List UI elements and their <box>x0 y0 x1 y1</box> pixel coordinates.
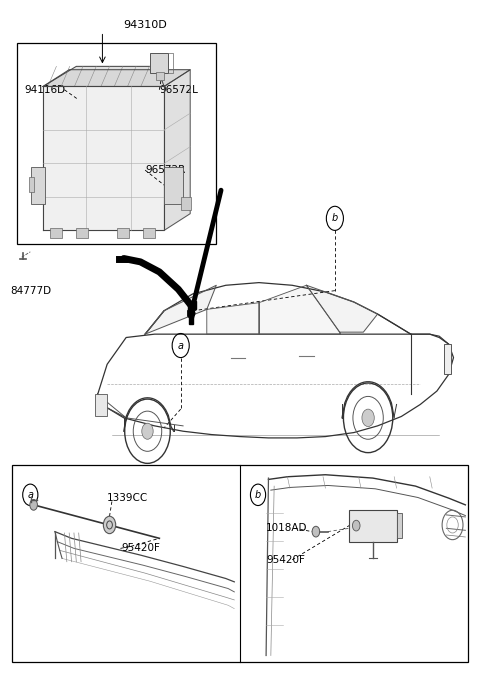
Text: 1339CC: 1339CC <box>107 493 148 503</box>
Circle shape <box>103 516 116 534</box>
Circle shape <box>352 520 360 531</box>
Text: a: a <box>178 340 184 350</box>
Bar <box>12 464 468 662</box>
Bar <box>50 227 62 238</box>
Polygon shape <box>43 86 164 230</box>
Bar <box>349 510 396 541</box>
Polygon shape <box>259 286 340 334</box>
Text: b: b <box>255 490 261 500</box>
Polygon shape <box>207 302 259 334</box>
Circle shape <box>142 423 153 439</box>
Polygon shape <box>188 300 196 308</box>
Bar <box>156 72 164 80</box>
Circle shape <box>30 500 37 510</box>
Polygon shape <box>145 286 216 334</box>
Text: 94116D: 94116D <box>24 85 65 94</box>
Text: 95420F: 95420F <box>266 555 305 565</box>
Bar <box>143 227 155 238</box>
Polygon shape <box>164 70 190 230</box>
Bar <box>150 53 168 73</box>
Polygon shape <box>306 286 378 332</box>
Text: 1018AD: 1018AD <box>266 523 308 533</box>
Circle shape <box>312 526 320 537</box>
Bar <box>180 197 191 211</box>
Bar <box>29 177 34 192</box>
Text: b: b <box>332 213 338 223</box>
Polygon shape <box>43 66 164 86</box>
Bar <box>96 394 107 416</box>
Bar <box>31 167 46 204</box>
Text: 96572L: 96572L <box>159 85 198 94</box>
Text: a: a <box>27 490 33 500</box>
Text: 96572R: 96572R <box>145 165 185 175</box>
Text: 84777D: 84777D <box>10 286 51 296</box>
Bar <box>76 227 88 238</box>
Bar <box>164 167 183 204</box>
Polygon shape <box>43 70 190 86</box>
Polygon shape <box>188 305 195 321</box>
Polygon shape <box>145 283 411 334</box>
Bar <box>189 317 193 324</box>
Text: 94310D: 94310D <box>123 20 167 30</box>
Circle shape <box>362 409 374 427</box>
Text: 95420F: 95420F <box>121 543 160 553</box>
Bar <box>444 344 451 375</box>
Bar <box>17 43 216 244</box>
Bar <box>117 227 129 238</box>
Polygon shape <box>97 334 454 438</box>
Bar <box>396 513 402 539</box>
